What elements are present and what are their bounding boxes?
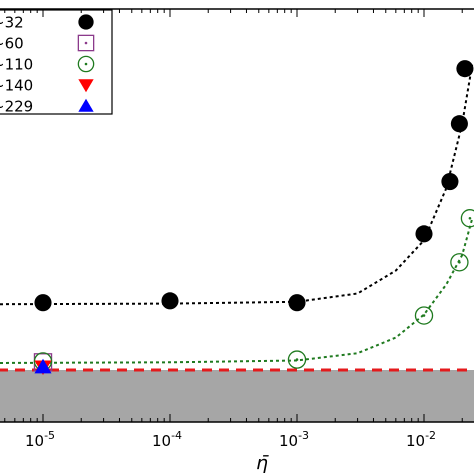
data-point-4-0 [34,358,52,374]
data-point-0-5 [450,115,468,133]
data-point-2-2 [414,306,434,325]
data-point-2-4 [460,209,474,228]
fit-line-0 [0,63,474,306]
fit-line-2 [0,218,474,364]
data-point-0-6 [456,60,474,78]
legend-marker-3 [78,79,94,93]
legend-marker-4 [78,98,94,112]
x-tick-label-1: 10-4 [152,429,182,450]
data-point-0-1 [161,292,179,310]
data-point-0-4 [441,172,459,191]
legend-label-3: ~140 [0,77,33,95]
legend-label-1: ~60 [0,35,24,53]
x-axis-label: η̄ [256,452,269,474]
x-tick-label-0: 10-5 [25,429,55,450]
legend-label-0: ~32 [0,14,24,32]
legend-marker-1 [77,34,95,52]
data-point-0-3 [415,225,433,243]
data-point-2-3 [450,253,469,272]
data-point-0-2 [288,294,306,312]
data-point-0-0 [34,294,52,312]
data-point-2-1 [287,350,307,369]
x-tick-label-3: 10-2 [406,429,436,450]
legend-label-4: ~229 [0,98,33,116]
x-tick-label-2: 10-3 [279,429,309,450]
legend-label-2: ~110 [0,56,33,74]
legend-marker-2 [77,55,95,73]
legend-marker-0 [78,14,94,30]
shaded-band [0,370,474,422]
